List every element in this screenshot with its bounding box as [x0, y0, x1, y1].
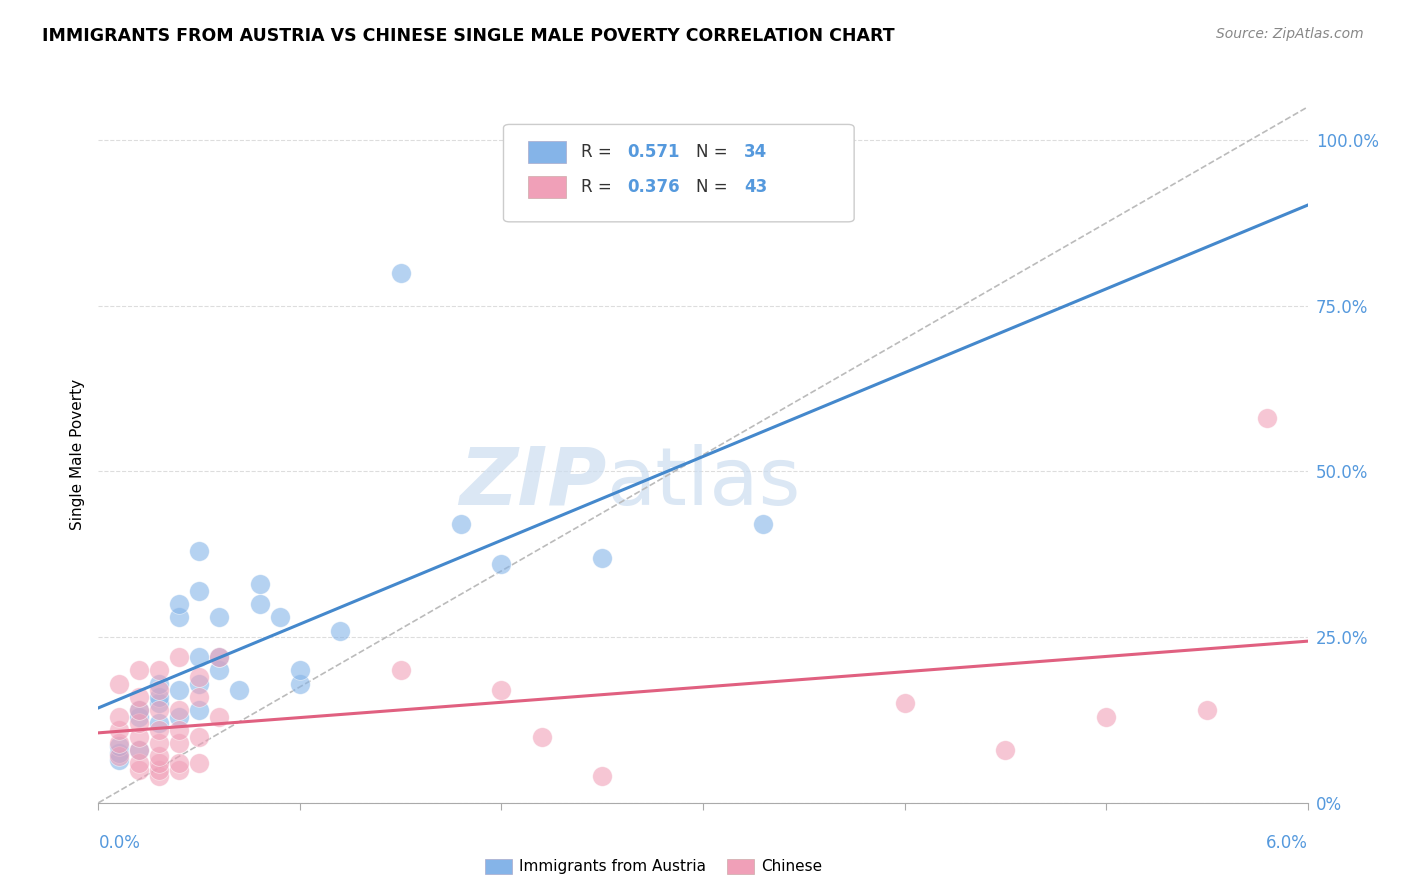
- Point: [128, 663, 150, 677]
- Point: [269, 610, 291, 624]
- Point: [148, 769, 170, 783]
- Point: [148, 723, 170, 737]
- Text: 6.0%: 6.0%: [1265, 834, 1308, 852]
- Point: [128, 703, 150, 717]
- Point: [128, 756, 150, 770]
- Point: [107, 736, 129, 750]
- Point: [107, 739, 129, 754]
- Point: [128, 763, 150, 777]
- Point: [228, 683, 250, 698]
- Text: N =: N =: [696, 144, 733, 161]
- Point: [167, 709, 190, 723]
- Point: [107, 723, 129, 737]
- Point: [148, 756, 170, 770]
- Text: 43: 43: [744, 178, 768, 196]
- Y-axis label: Single Male Poverty: Single Male Poverty: [69, 379, 84, 531]
- Point: [128, 703, 150, 717]
- Point: [530, 730, 553, 744]
- Point: [752, 517, 775, 532]
- FancyBboxPatch shape: [503, 124, 855, 222]
- Point: [167, 683, 190, 698]
- Point: [128, 743, 150, 757]
- Text: N =: N =: [696, 178, 733, 196]
- Text: R =: R =: [581, 178, 617, 196]
- Point: [148, 676, 170, 690]
- Point: [107, 709, 129, 723]
- Point: [148, 736, 170, 750]
- Point: [188, 690, 211, 704]
- Point: [450, 517, 472, 532]
- Text: ZIP: ZIP: [458, 443, 606, 522]
- Point: [288, 676, 311, 690]
- Point: [148, 703, 170, 717]
- Point: [148, 749, 170, 764]
- Text: 0.376: 0.376: [627, 178, 679, 196]
- Point: [188, 670, 211, 684]
- Point: [188, 703, 211, 717]
- FancyBboxPatch shape: [727, 859, 754, 874]
- Text: Immigrants from Austria: Immigrants from Austria: [519, 859, 706, 874]
- Point: [893, 697, 915, 711]
- Point: [591, 769, 613, 783]
- Point: [1195, 703, 1218, 717]
- Point: [188, 583, 211, 598]
- Point: [167, 723, 190, 737]
- Point: [208, 709, 231, 723]
- Text: Source: ZipAtlas.com: Source: ZipAtlas.com: [1216, 27, 1364, 41]
- Point: [994, 743, 1017, 757]
- Point: [128, 716, 150, 731]
- Point: [148, 763, 170, 777]
- Point: [107, 676, 129, 690]
- Point: [208, 650, 231, 665]
- Point: [591, 550, 613, 565]
- Point: [288, 663, 311, 677]
- Text: IMMIGRANTS FROM AUSTRIA VS CHINESE SINGLE MALE POVERTY CORRELATION CHART: IMMIGRANTS FROM AUSTRIA VS CHINESE SINGL…: [42, 27, 894, 45]
- Point: [128, 709, 150, 723]
- Point: [148, 697, 170, 711]
- Point: [107, 753, 129, 767]
- Point: [148, 716, 170, 731]
- FancyBboxPatch shape: [485, 859, 512, 874]
- Point: [128, 730, 150, 744]
- Point: [389, 266, 412, 280]
- Point: [249, 597, 271, 611]
- Point: [167, 597, 190, 611]
- Point: [491, 683, 513, 698]
- Point: [188, 730, 211, 744]
- Point: [249, 577, 271, 591]
- Point: [167, 756, 190, 770]
- Point: [107, 746, 129, 760]
- Point: [167, 763, 190, 777]
- Point: [188, 756, 211, 770]
- Point: [167, 610, 190, 624]
- Point: [188, 650, 211, 665]
- Point: [208, 650, 231, 665]
- Text: Chinese: Chinese: [761, 859, 823, 874]
- Point: [491, 558, 513, 572]
- Point: [148, 683, 170, 698]
- Point: [167, 736, 190, 750]
- Point: [128, 743, 150, 757]
- Point: [1095, 709, 1118, 723]
- Text: 0.0%: 0.0%: [98, 834, 141, 852]
- Point: [167, 703, 190, 717]
- Point: [329, 624, 352, 638]
- FancyBboxPatch shape: [527, 176, 567, 198]
- Point: [148, 663, 170, 677]
- Point: [128, 690, 150, 704]
- Text: 0.571: 0.571: [627, 144, 679, 161]
- Point: [208, 663, 231, 677]
- Point: [389, 663, 412, 677]
- Point: [208, 610, 231, 624]
- Point: [1256, 411, 1278, 425]
- Point: [188, 544, 211, 558]
- Point: [167, 650, 190, 665]
- Text: R =: R =: [581, 144, 617, 161]
- Text: 34: 34: [744, 144, 768, 161]
- Point: [148, 690, 170, 704]
- FancyBboxPatch shape: [527, 141, 567, 163]
- Point: [107, 749, 129, 764]
- Text: atlas: atlas: [606, 443, 800, 522]
- Point: [188, 676, 211, 690]
